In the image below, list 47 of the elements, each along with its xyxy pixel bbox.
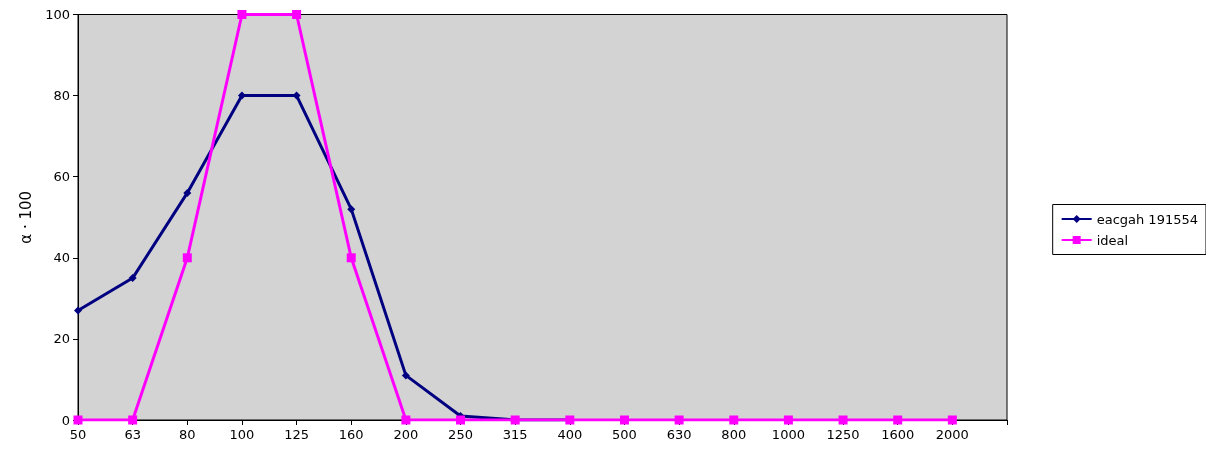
x-tick-label: 1000 — [771, 427, 805, 442]
y-tick-label: 80 — [53, 88, 70, 104]
point — [893, 415, 903, 425]
x-tick-label: 160 — [338, 427, 364, 442]
legend-label: ideal — [1096, 232, 1129, 248]
x-tick-label: 100 — [229, 427, 255, 442]
y-tick-label: 20 — [53, 331, 70, 347]
x-tick-label: 400 — [557, 427, 583, 442]
x-tick-label: 250 — [448, 427, 473, 442]
x-tick-label: 1250 — [826, 427, 860, 442]
x-tick-label: 800 — [721, 427, 747, 442]
point — [73, 415, 83, 425]
point — [838, 415, 848, 425]
point — [346, 253, 356, 263]
point — [456, 415, 466, 425]
point — [237, 10, 247, 19]
y-tick-label: 0 — [61, 412, 70, 428]
x-tick-label: 200 — [393, 427, 419, 442]
point — [619, 415, 629, 425]
x-tick-label: 80 — [179, 427, 196, 442]
point — [292, 10, 302, 19]
point — [183, 188, 192, 197]
x-tick-label: 1600 — [881, 427, 915, 442]
point — [947, 415, 957, 425]
point — [729, 415, 739, 425]
point — [347, 205, 356, 214]
point — [128, 274, 137, 283]
legend-label: eacgah 191554 — [1096, 211, 1198, 227]
point — [128, 415, 138, 425]
point — [401, 415, 411, 425]
x-tick-label: 630 — [666, 427, 692, 442]
y-axis-title: α · 100 — [16, 190, 35, 244]
point — [674, 415, 684, 425]
point — [401, 371, 410, 380]
x-tick-label: 63 — [124, 427, 141, 442]
point — [182, 253, 192, 263]
y-tick-label: 40 — [53, 250, 70, 266]
point — [783, 415, 793, 425]
point — [74, 306, 82, 315]
point — [237, 91, 246, 100]
y-tick-label: 60 — [53, 169, 70, 185]
x-tick-label: 2000 — [935, 427, 969, 442]
x-tick-label: 50 — [69, 427, 87, 442]
x-tick-label: 125 — [284, 427, 309, 442]
x-tick-label: 315 — [502, 427, 528, 442]
x-tick-label: 500 — [612, 427, 637, 442]
y-tick-label: 100 — [45, 7, 70, 22]
